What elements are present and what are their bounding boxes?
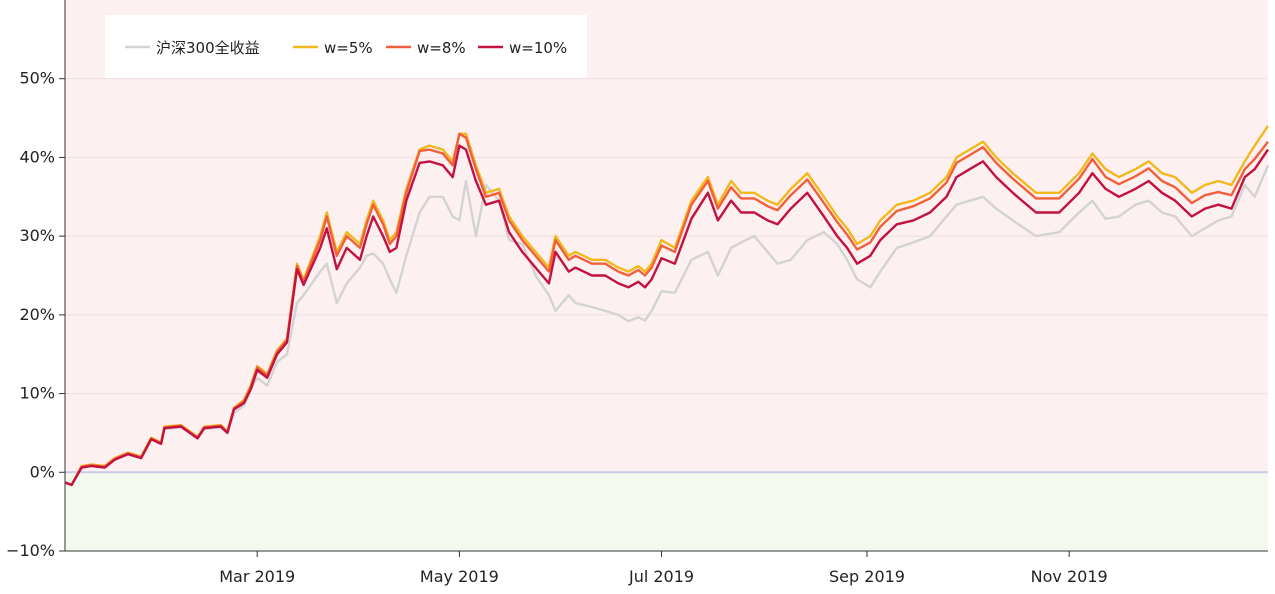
axes — [64, 0, 1268, 552]
series-line-3 — [64, 144, 1269, 487]
x-tick-label: Jul 2019 — [628, 567, 694, 586]
background-bands — [65, 0, 1268, 551]
legend: 沪深300全收益 w=5% w=8% w=10% — [105, 15, 587, 78]
y-tick-label: 40% — [19, 147, 55, 166]
legend-label-3: w=10% — [509, 39, 567, 57]
y-tick-label: 50% — [19, 69, 55, 88]
y-tick-label: 20% — [19, 305, 55, 324]
x-tick-label: May 2019 — [420, 567, 499, 586]
x-tick-label: Sep 2019 — [829, 567, 905, 586]
background-band-1 — [65, 472, 1268, 551]
y-tick-label: 10% — [19, 384, 55, 403]
x-tick-label: Mar 2019 — [219, 567, 295, 586]
x-tick-label: Nov 2019 — [1031, 567, 1108, 586]
y-tick-label: 30% — [19, 226, 55, 245]
legend-box — [105, 15, 587, 78]
y-tick-label: −10% — [6, 541, 55, 560]
legend-label-2: w=8% — [417, 39, 466, 57]
y-axis-ticks: −10% 0% 10% 20% 30% 40% 50% — [6, 69, 65, 560]
series-line-0 — [64, 164, 1270, 487]
series-lines — [64, 125, 1270, 487]
legend-label-1: w=5% — [324, 39, 373, 57]
legend-label-0: 沪深300全收益 — [156, 39, 260, 57]
x-axis-ticks: Mar 2019 May 2019 Jul 2019 Sep 2019 Nov 2019 — [219, 551, 1108, 586]
y-tick-label: 0% — [30, 462, 55, 481]
